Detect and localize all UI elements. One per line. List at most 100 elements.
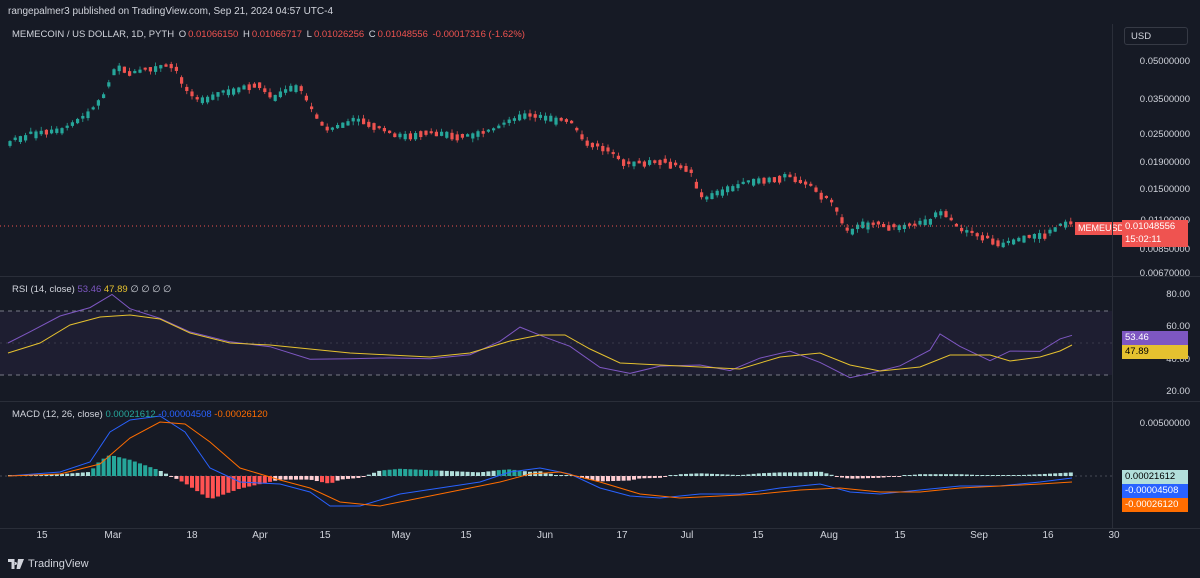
- macd-histogram-bar: [439, 470, 444, 476]
- candle-body: [1017, 237, 1021, 242]
- time-tick: 30: [1108, 530, 1120, 541]
- candle-body: [897, 225, 901, 231]
- macd-scale[interactable]: 0.00500000: [1112, 402, 1200, 528]
- candle-body: [892, 224, 896, 228]
- candle-body: [585, 140, 589, 146]
- macd-histogram-bar: [320, 476, 324, 483]
- candle-body: [278, 91, 282, 98]
- macd-histogram-bar: [949, 474, 954, 476]
- macd-histogram-bar: [850, 476, 855, 479]
- currency-button[interactable]: USD: [1124, 27, 1188, 45]
- candle-body: [544, 115, 548, 121]
- candle-body: [258, 82, 262, 89]
- time-axis[interactable]: 15 Mar 18 Apr 15 May 15 Jun 17 Jul 15 Au…: [0, 530, 1119, 544]
- symbol-title[interactable]: MEMECOIN / US DOLLAR, 1D, PYTH: [12, 29, 175, 40]
- rsi-scale[interactable]: 80.00 60.00 40.00 20.00: [1112, 277, 1200, 401]
- symbol-tag: MEMEUSD: [1075, 222, 1128, 235]
- candle-body: [549, 115, 553, 122]
- macd-histogram-bar: [606, 476, 610, 482]
- macd-histogram-bar: [408, 469, 413, 476]
- candle-body: [980, 235, 984, 241]
- candle-body: [96, 100, 100, 106]
- macd-histogram-bar: [569, 475, 574, 476]
- rsi-label: RSI (14, close): [12, 284, 75, 295]
- candle-body: [310, 106, 314, 110]
- footer: [0, 552, 1200, 578]
- macd-histogram-bar: [845, 476, 850, 479]
- candle-body: [564, 119, 568, 122]
- candle-body: [1069, 221, 1073, 225]
- candle-body: [523, 113, 527, 119]
- candle-body: [81, 115, 85, 119]
- candle-body: [814, 187, 818, 192]
- candle-body: [148, 67, 152, 72]
- macd-histogram-bar: [860, 476, 865, 479]
- macd-histogram-bar: [767, 472, 772, 476]
- rsi-chart[interactable]: [0, 277, 1112, 401]
- macd-histogram-bar: [694, 473, 699, 476]
- candle-body: [481, 131, 485, 134]
- macd-histogram-bar: [60, 474, 64, 476]
- candle-body: [34, 131, 38, 139]
- candle-body: [86, 111, 90, 119]
- macd-histogram-bar: [746, 474, 751, 476]
- change-value: -0.00017316 (-1.62%): [432, 29, 525, 40]
- candle-body: [882, 224, 886, 228]
- macd-histogram-bar: [1016, 475, 1021, 476]
- macd-value: -0.00004508: [158, 409, 212, 420]
- macd-histogram-bar: [268, 476, 272, 482]
- candle-body: [809, 183, 813, 186]
- candle-body: [138, 69, 142, 73]
- candle-body: [778, 175, 782, 183]
- macd-histogram-bar: [824, 473, 829, 476]
- macd-histogram-bar: [699, 473, 704, 476]
- candle-body: [180, 77, 184, 84]
- candle-body: [164, 64, 168, 67]
- candle-body: [211, 94, 215, 100]
- macd-histogram-bar: [481, 472, 486, 476]
- macd-histogram-bar: [476, 472, 480, 476]
- macd-histogram-bar: [990, 475, 995, 476]
- macd-histogram-bar: [470, 472, 475, 476]
- candle-body: [1064, 221, 1068, 228]
- candle-body: [195, 97, 199, 100]
- candle-body: [55, 128, 59, 133]
- pane-divider[interactable]: [0, 276, 1200, 277]
- candle-body: [341, 122, 345, 128]
- macd-histogram-bar: [54, 474, 59, 476]
- candle-body: [1022, 235, 1026, 243]
- macd-histogram-bar: [221, 476, 226, 495]
- price-chart[interactable]: [0, 24, 1112, 276]
- candle-body: [960, 227, 964, 232]
- candle-body: [736, 184, 740, 189]
- macd-histogram-bar: [346, 476, 350, 479]
- macd-histogram-bar: [512, 469, 517, 476]
- time-tick: Aug: [820, 530, 838, 541]
- time-tick: 15: [36, 530, 48, 541]
- candle-body: [419, 131, 423, 138]
- macd-histogram-bar: [1027, 474, 1032, 476]
- candle-body: [590, 142, 594, 148]
- tradingview-logo[interactable]: TradingView: [8, 558, 89, 570]
- macd-histogram-bar: [1058, 473, 1063, 476]
- candle-body: [299, 86, 303, 91]
- macd-chart[interactable]: [0, 402, 1112, 528]
- candle-body: [1006, 240, 1010, 243]
- candle-body: [913, 223, 917, 226]
- candle-body: [268, 92, 272, 98]
- macd-histogram-bar: [959, 474, 964, 476]
- candle-body: [762, 177, 766, 184]
- macd-histogram-bar: [158, 471, 163, 476]
- macd-histogram-bar: [356, 476, 361, 478]
- pane-divider[interactable]: [0, 401, 1200, 402]
- candle-body: [336, 124, 340, 129]
- candle-body: [122, 66, 126, 73]
- candle-body: [622, 159, 626, 166]
- macd-histogram: [8, 455, 1073, 499]
- close-label: C: [368, 29, 376, 40]
- candle-body: [830, 199, 834, 203]
- candle-body: [455, 134, 459, 141]
- macd-histogram-bar: [616, 476, 621, 481]
- macd-histogram-bar: [881, 476, 886, 478]
- candle-body: [372, 123, 376, 130]
